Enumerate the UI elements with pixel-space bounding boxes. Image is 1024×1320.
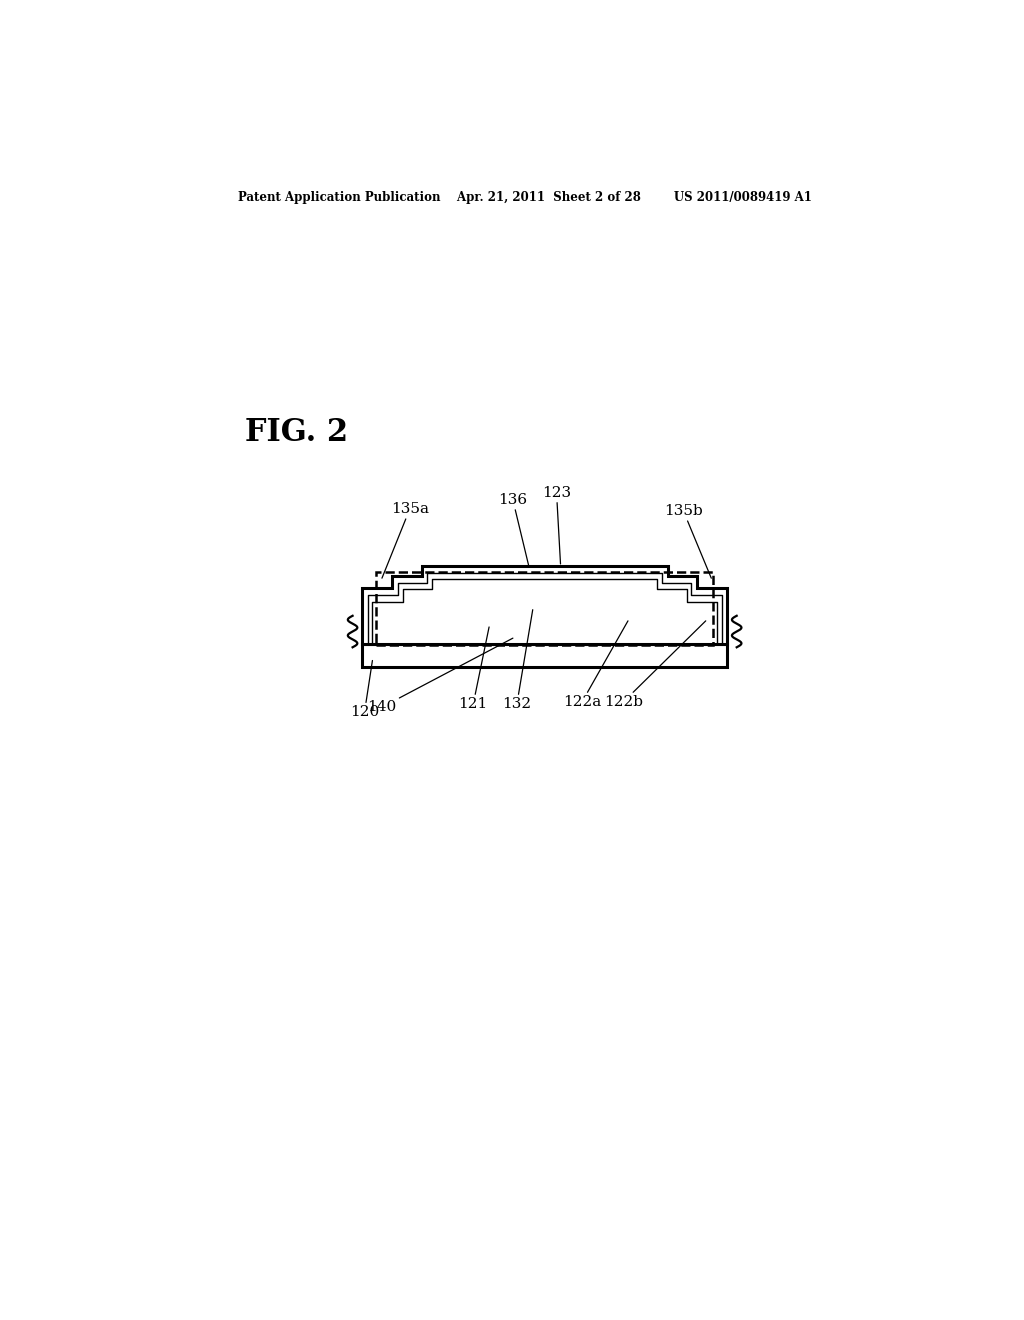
Polygon shape (492, 599, 529, 612)
Text: Patent Application Publication    Apr. 21, 2011  Sheet 2 of 28        US 2011/00: Patent Application Publication Apr. 21, … (238, 190, 812, 203)
Polygon shape (367, 607, 723, 615)
Polygon shape (362, 638, 727, 644)
Text: 120: 120 (350, 660, 379, 719)
Text: 122b: 122b (604, 620, 706, 709)
Text: 122a: 122a (563, 620, 628, 709)
Text: FIG. 2: FIG. 2 (246, 417, 348, 449)
Text: 132: 132 (503, 610, 532, 711)
Text: 140: 140 (368, 638, 513, 714)
Polygon shape (362, 644, 727, 667)
Polygon shape (616, 615, 712, 631)
Text: 136: 136 (499, 494, 528, 566)
Text: 135b: 135b (665, 504, 712, 578)
Polygon shape (378, 615, 473, 631)
Polygon shape (362, 566, 727, 644)
Text: 135a: 135a (382, 502, 429, 578)
Bar (377, 572, 713, 645)
Text: 123: 123 (542, 486, 571, 564)
Polygon shape (367, 612, 723, 644)
Polygon shape (549, 599, 587, 612)
Text: 121: 121 (459, 627, 489, 711)
Polygon shape (497, 620, 592, 644)
